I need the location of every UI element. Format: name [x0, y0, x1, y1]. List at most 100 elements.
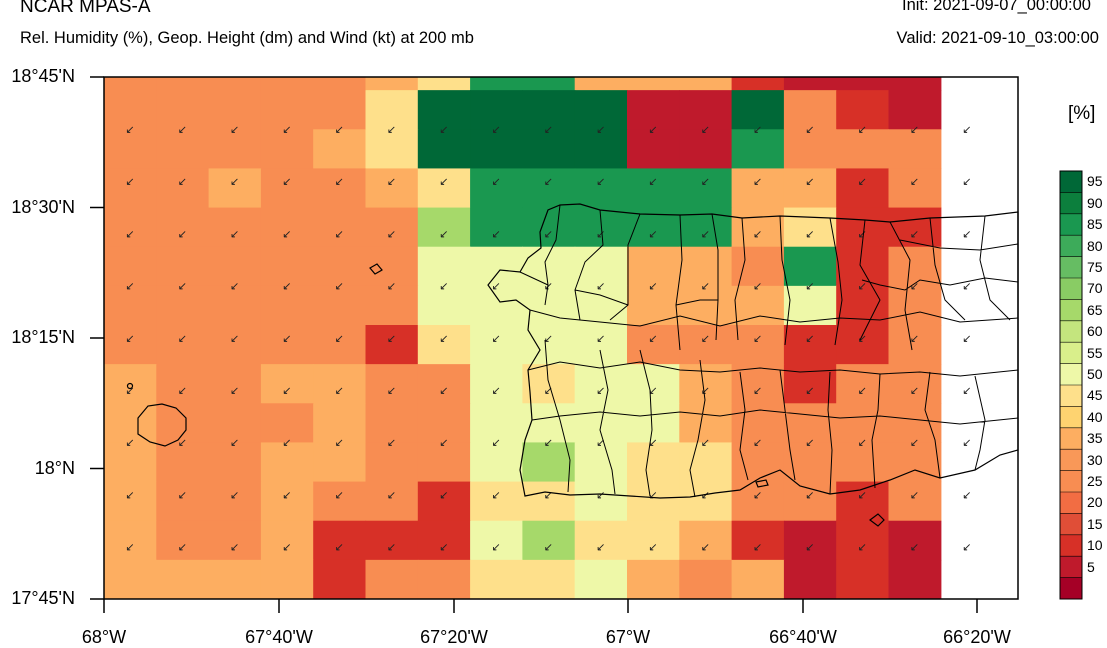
wind-arrow: ↙	[387, 384, 396, 397]
wind-arrow: ↙	[858, 436, 867, 449]
humidity-cell	[679, 559, 733, 599]
x-tick-label: 66°20'W	[943, 627, 1011, 647]
humidity-cell	[417, 168, 471, 209]
wind-arrow: ↙	[858, 227, 867, 240]
plot-subtitle: Rel. Humidity (%), Geop. Height (dm) and…	[20, 29, 474, 47]
humidity-cell	[731, 325, 785, 365]
humidity-cell	[417, 207, 471, 248]
x-tick-label: 67°40'W	[245, 627, 313, 647]
wind-arrow: ↙	[282, 541, 291, 554]
mona-island	[137, 403, 187, 447]
wind-arrow: ↙	[439, 488, 448, 501]
humidity-cell	[156, 129, 210, 170]
humidity-cell	[679, 168, 733, 209]
humidity-cell	[104, 559, 157, 599]
wind-arrow: ↙	[439, 436, 448, 449]
humidity-cell	[313, 364, 367, 404]
humidity-cell	[313, 77, 367, 91]
humidity-cell	[783, 129, 837, 170]
humidity-cell	[313, 520, 367, 561]
wind-arrow: ↙	[387, 175, 396, 188]
wind-arrow: ↙	[439, 384, 448, 397]
humidity-cell	[888, 403, 942, 444]
humidity-cell	[627, 481, 680, 522]
wind-arrow: ↙	[805, 280, 814, 293]
humidity-cell	[522, 520, 576, 561]
humidity-cell	[888, 481, 942, 522]
humidity-cell	[104, 77, 157, 91]
wind-arrow: ↙	[335, 227, 344, 240]
wind-arrow: ↙	[701, 280, 710, 293]
wind-arrow: ↙	[178, 488, 187, 501]
wind-arrow: ↙	[596, 227, 605, 240]
humidity-cell	[260, 246, 314, 287]
humidity-cell	[574, 520, 628, 561]
wind-arrow: ↙	[858, 175, 867, 188]
wind-arrow: ↙	[125, 332, 134, 345]
humidity-cell	[836, 168, 890, 209]
wind-arrow: ↙	[753, 280, 762, 293]
wind-arrow: ↙	[962, 280, 971, 293]
humidity-cell	[470, 207, 523, 248]
humidity-cell	[260, 403, 314, 444]
humidity-cell	[783, 325, 837, 365]
humidity-cell	[679, 442, 733, 483]
wind-arrow: ↙	[491, 175, 500, 188]
y-tick-label: 18°30'N	[11, 196, 75, 217]
humidity-cell	[365, 403, 419, 444]
colorbar-label: 15	[1087, 515, 1103, 532]
humidity-cell	[417, 325, 471, 365]
wind-arrow: ↙	[753, 175, 762, 188]
wind-arrow: ↙	[753, 123, 762, 136]
humidity-cell	[156, 207, 210, 248]
humidity-cell	[156, 325, 210, 365]
wind-arrow: ↙	[282, 280, 291, 293]
wind-arrow: ↙	[282, 123, 291, 136]
wind-arrow: ↙	[335, 332, 344, 345]
humidity-cell	[104, 520, 157, 561]
humidity-cell	[731, 77, 785, 91]
humidity-cell	[627, 90, 680, 130]
wind-arrow: ↙	[962, 436, 971, 449]
humidity-cell	[365, 481, 419, 522]
colorbar-label: 35	[1087, 430, 1103, 447]
humidity-cell	[313, 481, 367, 522]
wind-arrow: ↙	[910, 384, 919, 397]
colorbar-segment	[1060, 556, 1082, 579]
humidity-cell	[313, 207, 367, 248]
humidity-cell	[888, 520, 942, 561]
colorbar-segment	[1060, 320, 1082, 343]
colorbar-segment	[1060, 192, 1082, 215]
humidity-cell	[260, 90, 314, 130]
humidity-cell	[888, 285, 942, 326]
colorbar-segment	[1060, 213, 1082, 236]
humidity-cell	[627, 325, 680, 365]
humidity-cell	[731, 90, 785, 130]
humidity-cell	[836, 403, 890, 444]
colorbar-label: 55	[1087, 344, 1103, 361]
humidity-cell	[260, 520, 314, 561]
wind-arrow: ↙	[753, 227, 762, 240]
wind-arrow: ↙	[439, 280, 448, 293]
humidity-cell	[156, 77, 210, 91]
humidity-cell	[679, 325, 733, 365]
wind-arrow: ↙	[858, 541, 867, 554]
colorbar-segment	[1060, 299, 1082, 322]
humidity-cell	[104, 403, 157, 444]
humidity-cell	[260, 481, 314, 522]
wind-arrow: ↙	[178, 384, 187, 397]
colorbar-segment	[1060, 385, 1082, 407]
humidity-cell	[888, 77, 942, 91]
humidity-cell	[260, 285, 314, 326]
humidity-cell	[365, 77, 419, 91]
wind-arrow: ↙	[753, 436, 762, 449]
colorbar-label: 45	[1087, 387, 1103, 404]
wind-arrow: ↙	[178, 227, 187, 240]
wind-arrow: ↙	[648, 436, 657, 449]
humidity-cell	[627, 246, 680, 287]
wind-arrow: ↙	[491, 332, 500, 345]
humidity-cell	[104, 90, 157, 130]
humidity-cell	[417, 129, 471, 170]
init-time: Init: 2021-09-07_00:00:00	[902, 0, 1091, 14]
humidity-cell	[574, 364, 628, 404]
